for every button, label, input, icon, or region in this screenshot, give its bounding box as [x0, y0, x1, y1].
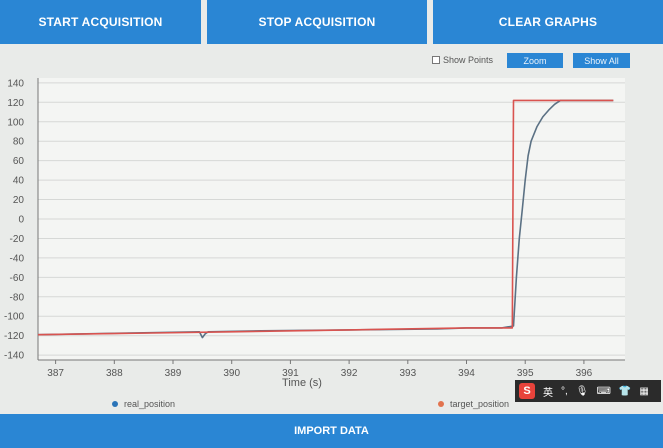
legend-dot-target [438, 401, 444, 407]
y-tick-label: 20 [13, 195, 25, 206]
x-tick-label: 390 [223, 368, 240, 379]
series-line-target-position [37, 99, 614, 336]
show-points-toggle[interactable]: Show Points [432, 55, 493, 65]
chart-controls: Show Points Zoom Show All [430, 53, 663, 69]
y-tick-label: -40 [10, 253, 25, 264]
x-tick-label: 392 [341, 368, 358, 379]
y-tick-label: 40 [13, 176, 25, 187]
y-tick-label: 80 [13, 137, 25, 148]
series-line-real-position [37, 99, 614, 339]
ime-language-toggle[interactable]: 英 [543, 387, 553, 399]
stop-acquisition-button[interactable]: STOP ACQUISITION [207, 0, 427, 44]
x-axis-label: Time (s) [282, 377, 322, 389]
ime-logo-icon[interactable]: S [519, 383, 535, 399]
y-tick-label: -100 [4, 312, 24, 323]
position-chart: 140 120 100 80 60 40 20 0 -20 -40 -60 -80 -100 -120 -1… [4, 78, 625, 389]
ime-punctuation-icon[interactable]: °, [561, 385, 568, 397]
y-tick-label: 60 [13, 156, 25, 167]
y-tick-label: 120 [7, 98, 24, 109]
x-tick-label: 388 [106, 368, 123, 379]
y-tick-label: -60 [10, 273, 25, 284]
x-tick-label: 396 [576, 368, 593, 379]
legend-item-real-position: real_position [112, 399, 175, 409]
import-data-button[interactable]: IMPORT DATA [0, 414, 663, 448]
toolbar: START ACQUISITION STOP ACQUISITION CLEAR… [0, 0, 663, 46]
x-tick-label: 395 [517, 368, 534, 379]
grid-menu-icon[interactable]: ▦ [639, 385, 649, 397]
y-tick-label: -120 [4, 331, 24, 342]
x-tick-label: 394 [458, 368, 475, 379]
show-points-checkbox[interactable] [432, 56, 440, 64]
show-points-label: Show Points [443, 55, 494, 65]
clear-graphs-button[interactable]: CLEAR GRAPHS [433, 0, 663, 44]
microphone-icon[interactable]: 🎙 [575, 385, 589, 397]
chart-series [37, 99, 614, 339]
legend-label-real: real_position [124, 399, 176, 409]
keyboard-icon[interactable]: ⌨ [596, 385, 611, 397]
y-tick-label: 0 [18, 215, 24, 226]
legend-dot-real [112, 401, 118, 407]
legend-item-target-position: target_position [438, 399, 509, 409]
zoom-button[interactable]: Zoom [507, 53, 563, 68]
shirt-skin-icon[interactable]: 👕 [618, 385, 632, 397]
y-tick-label: 100 [7, 117, 24, 128]
x-tick-label: 393 [399, 368, 416, 379]
ime-toolbar[interactable]: S 英 °, 🎙 ⌨ 👕 ▦ [515, 380, 661, 402]
y-axis-ticks: 140 120 100 80 60 40 20 0 -20 -40 -60 -80 -100 -120 -1… [4, 78, 24, 361]
x-tick-label: 389 [165, 368, 182, 379]
x-tick-label: 391 [282, 368, 299, 379]
x-tick-label: 387 [47, 368, 64, 379]
y-tick-label: -140 [4, 351, 24, 362]
start-acquisition-button[interactable]: START ACQUISITION [0, 0, 201, 44]
grid-lines [38, 82, 625, 356]
legend-label-target: target_position [450, 399, 510, 409]
x-axis-ticks: 387 388 389 390 391 392 393 394 395 396 [47, 360, 593, 379]
y-tick-label: 140 [7, 78, 24, 89]
y-tick-label: -80 [10, 292, 25, 303]
show-all-button[interactable]: Show All [573, 53, 630, 68]
y-tick-label: -20 [10, 234, 25, 245]
